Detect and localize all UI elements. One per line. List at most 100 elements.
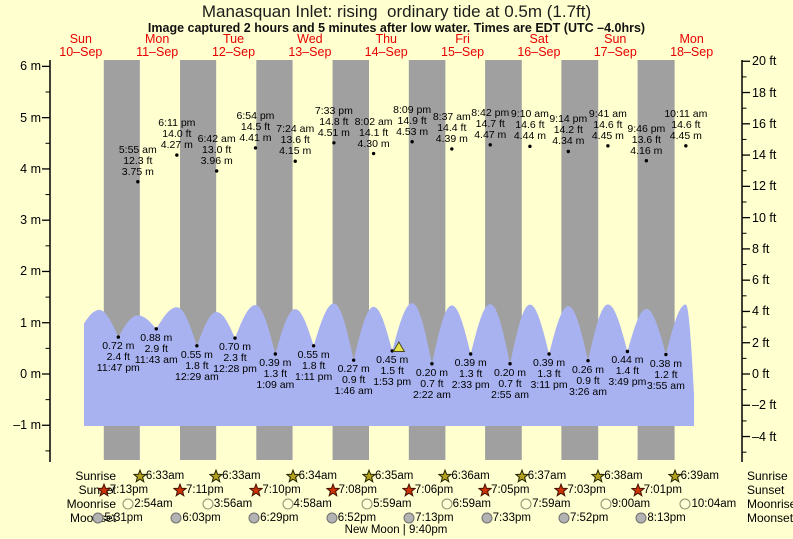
tide-label-line: 5:55 am <box>118 143 157 156</box>
y-axis-left-label: 2 m <box>20 264 41 279</box>
tide-label-line: 1.3 ft <box>537 368 561 380</box>
astro-row-label: Moonrise <box>66 497 116 511</box>
tide-point-dot <box>311 344 316 348</box>
y-axis-left-label: 5 m <box>20 110 41 125</box>
tide-label-line: 9:46 pm <box>627 122 666 135</box>
tide-label-line: 4.41 m <box>239 131 272 144</box>
astro-row-label: Sunset <box>747 483 785 497</box>
tide-high-label: 9:10 am 14.6 ft 4.44 m <box>498 109 562 142</box>
tide-point-dot <box>136 180 140 184</box>
tide-low-label: 0.45 m 1.5 ft 1:53 pm <box>360 354 424 388</box>
tide-label-line: 14.9 ft <box>397 114 427 127</box>
tide-label-line: 0.39 m <box>532 357 566 369</box>
tide-label-line: 0.7 ft <box>498 377 522 390</box>
day-header: Wed 13–Sep <box>270 33 350 59</box>
tide-point-dot <box>253 146 258 150</box>
tide-point-dot <box>468 352 473 356</box>
tide-label-line: 0.20 m <box>415 366 448 379</box>
day-date: 11–Sep <box>136 45 179 59</box>
astro-time: 7:13pm <box>415 512 454 524</box>
y-axis-right-label: –2 ft <box>752 398 777 413</box>
tide-point-dot <box>175 153 179 157</box>
tide-point-dot <box>684 144 688 148</box>
sunrise-star-icon <box>514 468 530 483</box>
tide-label-line: 0.55 m <box>297 348 330 361</box>
moonrise-circle-icon <box>360 497 374 511</box>
astro-time: 6:38am <box>604 470 643 482</box>
tide-point-dot <box>450 147 454 151</box>
tide-low-label: 0.55 m 1.8 ft 1:11 pm <box>282 348 346 383</box>
y-axis-right-label: 10 ft <box>752 210 777 225</box>
day-header: Tue 12–Sep <box>194 33 274 59</box>
moonset-circle-icon <box>480 511 494 525</box>
day-name: Mon <box>679 32 704 46</box>
tide-label-line: 2.3 ft <box>223 352 247 365</box>
sunset-star-icon <box>96 482 112 497</box>
tide-point-dot <box>430 362 434 366</box>
tide-label-line: 8:37 am <box>432 110 471 123</box>
tide-label-line: 13.6 ft <box>631 133 661 146</box>
moonset-circle-icon <box>634 511 648 525</box>
tide-curve <box>84 303 694 426</box>
tide-high-label: 7:24 am 13.6 ft 4.15 m <box>263 124 327 157</box>
day-name: Sat <box>529 32 549 46</box>
tide-label-line: 0.26 m <box>571 363 605 376</box>
tide-label-line: 9:14 pm <box>549 113 588 126</box>
y-axis-right-label: 18 ft <box>752 85 777 100</box>
astro-time: 7:01pm <box>643 484 682 496</box>
moonset-circle-icon <box>247 511 261 525</box>
moonrise-circle-icon <box>599 497 613 511</box>
tide-low-label: 0.55 m 1.8 ft 12:29 am <box>165 348 229 383</box>
tide-label-line: 3:26 am <box>569 385 607 398</box>
y-axis-right-label: 2 ft <box>752 335 770 350</box>
tide-label-line: 3:55 am <box>646 379 685 392</box>
tide-high-label: 6:54 pm 14.5 ft 4.41 m <box>223 109 287 144</box>
tide-high-label: 8:37 am 14.4 ft 4.39 m <box>420 110 484 145</box>
astro-row-label: Moonset <box>747 511 793 525</box>
moonset-circle-icon <box>169 511 183 525</box>
tide-label-line: 14.6 ft <box>671 118 701 131</box>
tide-label-line: 2.4 ft <box>106 351 130 364</box>
y-axis-right-label: 16 ft <box>752 116 777 131</box>
sunset-star-icon <box>630 482 646 497</box>
tide-point-dot <box>644 159 649 163</box>
day-name: Wed <box>297 32 323 46</box>
tide-high-label: 8:42 pm 14.7 ft 4.47 m <box>458 106 522 141</box>
tide-label-line: 13.0 ft <box>202 143 232 156</box>
tide-label-line: 4.16 m <box>630 144 663 157</box>
tide-point-dot <box>293 159 297 163</box>
day-name: Mon <box>145 32 170 46</box>
day-header: Mon 11–Sep <box>117 33 197 59</box>
y-axis-right-label: 14 ft <box>752 148 777 163</box>
tide-label-line: 0.39 m <box>454 357 487 369</box>
tide-label-line: 0.55 m <box>180 348 213 361</box>
tide-label-line: 6:11 pm <box>158 117 196 130</box>
tide-high-label: 6:42 am 13.0 ft 3.96 m <box>185 133 249 167</box>
tide-label-line: 14.7 ft <box>475 117 505 130</box>
tide-label-line: 8:02 am <box>354 115 393 128</box>
tide-label-line: 4.27 m <box>160 139 193 152</box>
tide-point-dot <box>566 149 570 154</box>
tide-label-line: 2.9 ft <box>144 342 168 355</box>
tide-high-label: 5:55 am 12.3 ft 3.75 m <box>106 143 170 178</box>
sunset-star-icon <box>325 482 341 497</box>
tide-label-line: 4.30 m <box>357 137 390 150</box>
astro-time: 6:37am <box>527 470 567 482</box>
day-name: Fri <box>455 32 470 46</box>
tide-high-label: 7:33 pm 14.8 ft 4.51 m <box>302 105 366 139</box>
tide-label-line: 6:54 pm <box>236 109 275 122</box>
day-name: Sun <box>604 32 627 46</box>
day-header: Sat 16–Sep <box>499 33 579 59</box>
tide-point-dot <box>528 144 532 149</box>
tide-label-line: 14.4 ft <box>437 121 467 134</box>
astro-time: 7:52pm <box>569 512 609 524</box>
tide-label-line: 12.3 ft <box>123 154 153 167</box>
tide-point-dot <box>547 352 551 356</box>
tide-label-line: 8:42 pm <box>471 106 510 119</box>
tide-label-line: 14.2 ft <box>553 124 583 137</box>
day-header: Mon 18–Sep <box>652 33 732 59</box>
day-header: Sun 10–Sep <box>41 33 121 59</box>
day-header: Sun 17–Sep <box>575 33 655 59</box>
tide-point-dot <box>371 151 376 156</box>
